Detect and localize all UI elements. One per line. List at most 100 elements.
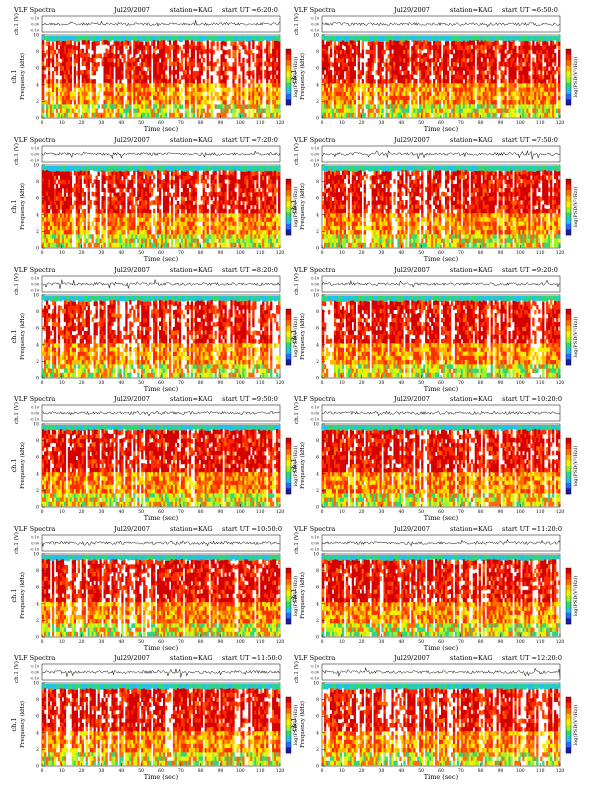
spectrogram-cell [121, 109, 123, 114]
spectrogram-cell [240, 104, 242, 108]
freq-tick-label: 0 [36, 116, 39, 122]
spectrogram-cell [435, 96, 437, 101]
spectrogram-cell [246, 105, 248, 109]
spectrogram-cell [415, 36, 417, 41]
spectrogram-cell [125, 61, 127, 66]
spectrogram-cell [165, 45, 167, 50]
spectrogram-cell [109, 83, 111, 88]
spectrogram-cell [336, 79, 338, 84]
spectrogram-cell [121, 113, 123, 118]
spectrogram-cell [149, 109, 151, 114]
spectrogram-cell [433, 113, 435, 118]
spectrogram-cell [389, 74, 391, 79]
spectrogram-cell [372, 36, 374, 41]
spectrogram-cell [415, 109, 417, 114]
spectrogram-cell [242, 92, 244, 97]
spectrogram-cell [258, 92, 260, 96]
spectrogram-cell [137, 45, 139, 50]
spectrogram-cell [135, 71, 137, 76]
spectrogram-cell [374, 36, 376, 42]
spectrogram-cell [248, 62, 250, 67]
spectrogram-cell [346, 113, 348, 117]
spectrogram-cell [405, 70, 407, 75]
spectrogram-cell [102, 40, 104, 45]
spectrogram-cell [155, 75, 157, 79]
spectrogram-cell [88, 44, 90, 49]
spectrogram-cell [250, 79, 252, 83]
spectrogram-cell [42, 113, 44, 118]
spectrogram-cell [102, 104, 104, 109]
spectrogram-cell [96, 113, 98, 118]
spectrogram-cell [88, 113, 90, 118]
spectrogram-cell [242, 79, 244, 84]
spectrogram-cell [123, 83, 125, 88]
spectrogram-cell [54, 50, 56, 55]
spectrogram-cell [262, 92, 264, 97]
spectrogram-cell [330, 91, 332, 96]
spectrogram-cell [211, 50, 213, 54]
spectrogram-cell [445, 58, 447, 63]
spectrogram-cell [139, 36, 141, 42]
spectrogram-cell [358, 70, 360, 75]
time-tick-label: 80 [198, 120, 204, 126]
spectrogram-cell [139, 79, 141, 83]
spectrogram-cell [429, 71, 431, 75]
spectrogram-cell [248, 88, 250, 93]
spectrogram-cell [86, 36, 88, 41]
spectrogram-cell [62, 92, 64, 97]
spectrogram-cell [232, 36, 234, 41]
spectrogram-cell [193, 100, 195, 104]
spectrogram-cell [159, 62, 161, 67]
spectrogram-cell [346, 96, 348, 100]
spectrogram-cell [322, 61, 324, 66]
spectrogram-cell [129, 92, 131, 96]
spectrogram-cell [260, 49, 262, 54]
spectrogram-cell [427, 50, 429, 55]
spectrogram-cell [64, 100, 66, 105]
spectrogram-cell [372, 88, 374, 93]
spectrogram-cell [419, 66, 421, 71]
spectrogram-cell [155, 100, 157, 104]
spectrogram-cell [129, 46, 131, 50]
spectrogram-cell [189, 74, 191, 79]
spectrogram-cell [389, 36, 391, 40]
spectrogram-cell [141, 96, 143, 100]
spectrogram-cell [187, 83, 189, 88]
spectrogram-cell [155, 59, 157, 63]
spectrogram-cell [121, 54, 123, 59]
spectrogram-cell [60, 79, 62, 83]
spectrogram-cell [56, 66, 58, 71]
spectrogram-cell [145, 104, 147, 108]
spectrogram-cell [197, 42, 199, 46]
spectrogram-cell [380, 50, 382, 54]
spectrogram-cell [423, 96, 425, 101]
spectrogram-cell [151, 92, 153, 96]
spectrogram-cell [221, 67, 223, 71]
spectrogram-cell [362, 104, 364, 109]
spectrogram-cell [322, 57, 324, 62]
spectrogram-cell [427, 71, 429, 76]
spectrogram-cell [66, 70, 68, 75]
spectrogram-cell [266, 79, 268, 84]
spectrogram-cell [374, 54, 376, 58]
spectrogram-cell [358, 62, 360, 67]
spectrogram-cell [129, 104, 131, 108]
spectrogram-cell [115, 45, 117, 50]
spectrogram-cell [242, 75, 244, 80]
spectrogram-cell [78, 63, 80, 67]
spectrogram-cell [324, 104, 326, 109]
spectrogram-cell [274, 41, 276, 46]
spectrogram-cell [111, 70, 113, 75]
spectrogram-cell [137, 49, 139, 54]
spectrogram-cell [248, 71, 250, 76]
spectrogram-cell [330, 104, 332, 109]
spectrogram-cell [70, 87, 72, 92]
spectrogram-cell [163, 104, 165, 109]
spectrogram-cell [274, 70, 276, 75]
spectrogram-cell [163, 87, 165, 92]
spectrogram-cell [173, 75, 175, 80]
spectrogram-cell [139, 100, 141, 104]
spectrogram-cell [421, 42, 423, 46]
spectrogram-cell [125, 113, 127, 118]
spectrogram-cell [397, 104, 399, 109]
